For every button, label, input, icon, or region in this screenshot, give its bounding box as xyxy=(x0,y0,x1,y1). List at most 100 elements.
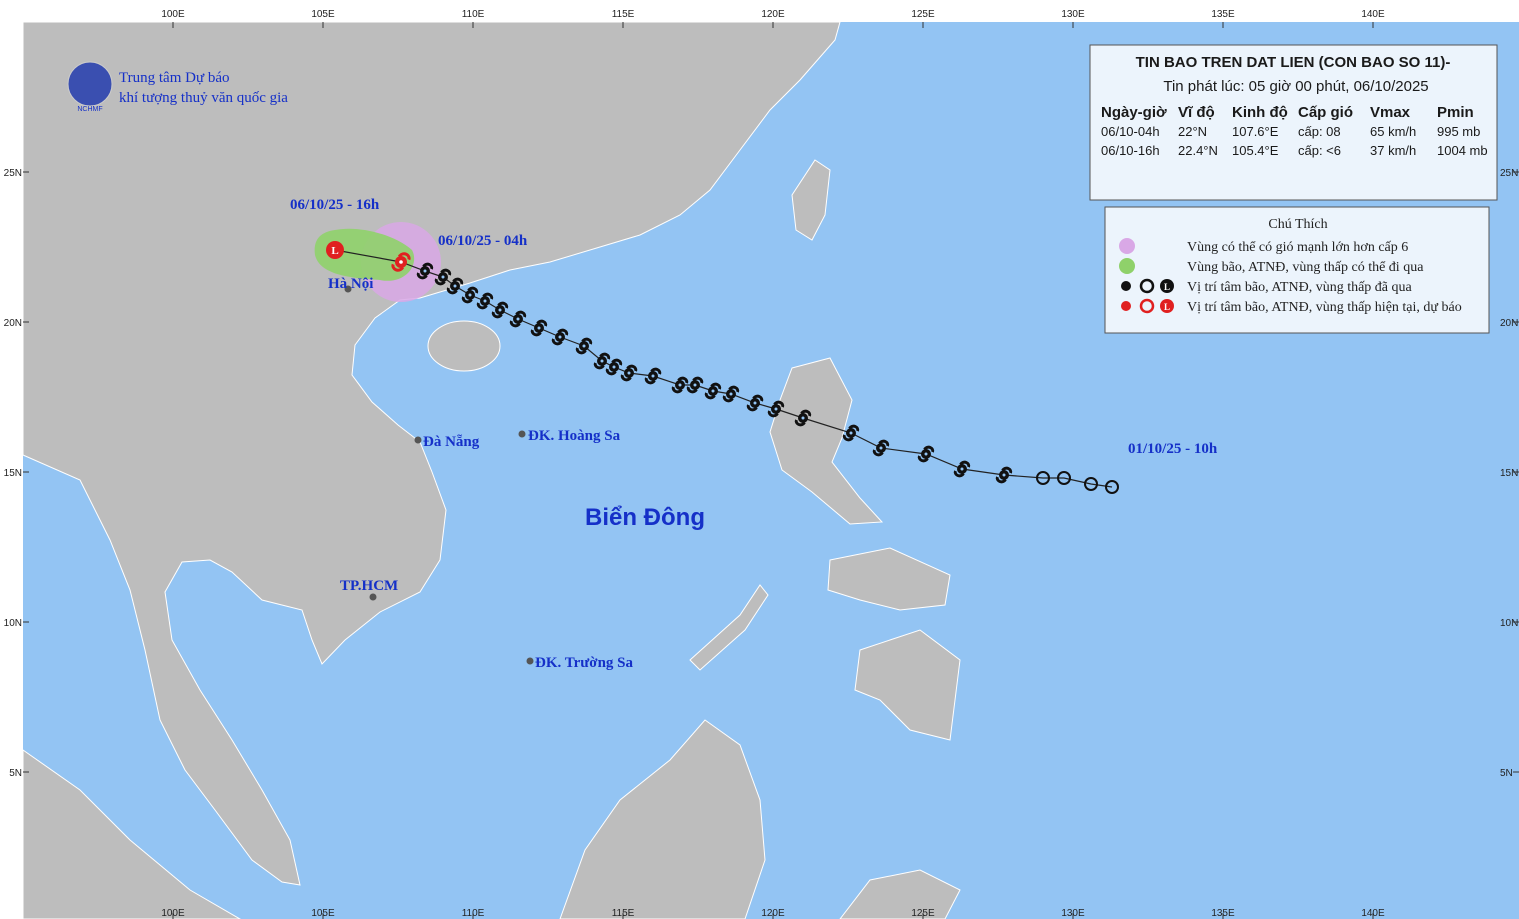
track-point xyxy=(671,376,689,394)
y-tick-label: 20N xyxy=(4,318,22,329)
y-tick-label: 10N xyxy=(4,618,22,629)
city-dot xyxy=(414,436,422,444)
city-dot xyxy=(526,657,534,665)
logo-mark: NCHMF xyxy=(77,106,102,113)
storm-arm xyxy=(620,364,638,382)
time-label: 01/10/25 - 10h xyxy=(1128,441,1218,457)
table-header: Ngày-giờ xyxy=(1101,104,1167,121)
table-cell: 06/10-04h xyxy=(1101,124,1160,139)
storm-eye xyxy=(516,317,520,321)
table-header: Pmin xyxy=(1437,104,1474,121)
storm-eye xyxy=(468,293,472,297)
storm-arm xyxy=(953,460,971,478)
time-label: 06/10/25 - 16h xyxy=(290,197,380,213)
land xyxy=(22,21,961,919)
track: L xyxy=(326,241,1119,494)
track-point xyxy=(842,424,860,442)
track-point xyxy=(620,364,638,382)
storm-eye xyxy=(678,383,682,387)
storm-arm xyxy=(434,268,452,286)
depression-symbol xyxy=(1057,471,1071,485)
legend-label: Vùng có thể có gió mạnh lớn hơn cấp 6 xyxy=(1187,240,1408,255)
storm-arm xyxy=(461,286,479,304)
track-point xyxy=(794,409,812,427)
city-dot xyxy=(518,430,526,438)
y-tick-label: 25N xyxy=(4,168,22,179)
table-header: Cấp gió xyxy=(1298,104,1353,121)
legend-label: Vị trí tâm bão, ATNĐ, vùng thấp hiện tại… xyxy=(1187,300,1462,315)
table-cell: 22.4°N xyxy=(1178,143,1218,158)
x-tick-label: 140E xyxy=(1361,908,1385,919)
place-label: TP.HCM xyxy=(340,578,398,594)
track-point xyxy=(391,252,411,272)
storm-eye xyxy=(441,275,445,279)
storm-eye xyxy=(1002,473,1006,477)
track-point xyxy=(434,268,452,286)
table-cell: 107.6°E xyxy=(1232,124,1279,139)
y-tick-label: 5N xyxy=(9,768,22,779)
track-point xyxy=(722,385,740,403)
x-tick-label: 110E xyxy=(462,908,485,919)
axes: 100E 100E 105E 105E 110E 110E 115E 115E 120E 120E… xyxy=(4,9,1519,919)
table-cell: 65 km/h xyxy=(1370,124,1416,139)
storm-eye xyxy=(651,374,655,378)
storm-arm xyxy=(605,358,623,376)
legend-icon xyxy=(1119,258,1135,274)
info-box xyxy=(1089,44,1498,201)
storm-arm xyxy=(644,367,662,385)
city-dot xyxy=(344,285,352,293)
track-point: L xyxy=(326,241,344,259)
storm-eye xyxy=(774,407,778,411)
table-header: Vĩ độ xyxy=(1178,104,1215,121)
table-header: Kinh độ xyxy=(1232,104,1288,121)
y-tick-label: 10N xyxy=(1500,618,1518,629)
info-subtitle: Tin phát lúc: 05 giờ 00 phút, 06/10/2025 xyxy=(1163,78,1428,95)
x-tick-label: 130E xyxy=(1061,908,1085,919)
legend-title: Chú Thích xyxy=(1268,217,1327,232)
storm-arm xyxy=(476,292,494,310)
track-point xyxy=(1057,471,1071,485)
track-point xyxy=(530,319,548,337)
place-label: Hà Nội xyxy=(328,276,373,292)
city-dot xyxy=(369,593,377,601)
storm-arm xyxy=(686,376,704,394)
table-cell: 37 km/h xyxy=(1370,143,1416,158)
track-point xyxy=(575,337,593,355)
low-symbol xyxy=(326,241,344,259)
storm-arm xyxy=(872,439,890,457)
low-letter: L xyxy=(331,245,338,257)
storm-eye xyxy=(453,284,457,288)
place-label: ĐK. Trường Sa xyxy=(535,655,634,671)
track-point xyxy=(644,367,662,385)
track-point xyxy=(1036,471,1050,485)
info-title: TIN BAO TREN DAT LIEN (CON BAO SO 11)- xyxy=(1136,54,1451,71)
logo-text: khí tượng thuỷ văn quốc gia xyxy=(119,90,288,106)
info-table: Ngày-giờ Vĩ độ Kinh độ Cấp gió Vmax Pmin 06/10… xyxy=(1101,104,1488,158)
storm-eye xyxy=(801,416,805,420)
storm-eye xyxy=(879,446,883,450)
x-tick-label: 115E xyxy=(612,9,635,20)
track-point xyxy=(1105,480,1119,494)
storm-arm xyxy=(491,301,509,319)
storm-arm xyxy=(391,252,411,272)
table-cell: 22°N xyxy=(1178,124,1207,139)
storm-eye xyxy=(423,269,427,273)
track-point xyxy=(917,445,935,463)
depression-symbol xyxy=(1105,480,1119,494)
table-cell: 995 mb xyxy=(1437,124,1480,139)
storm-eye xyxy=(711,389,715,393)
storm-eye xyxy=(960,467,964,471)
track-point xyxy=(872,439,890,457)
legend-icon: L xyxy=(1121,278,1174,294)
table-cell: 06/10-16h xyxy=(1101,143,1160,158)
x-tick-label: 140E xyxy=(1361,9,1385,20)
storm-arm xyxy=(704,382,722,400)
table-header: Vmax xyxy=(1370,104,1411,121)
storm-arm xyxy=(575,337,593,355)
track-point xyxy=(995,466,1013,484)
x-tick-label: 120E xyxy=(761,908,785,919)
x-tick-label: 105E xyxy=(311,9,335,20)
track-point xyxy=(509,310,527,328)
places xyxy=(344,285,534,665)
